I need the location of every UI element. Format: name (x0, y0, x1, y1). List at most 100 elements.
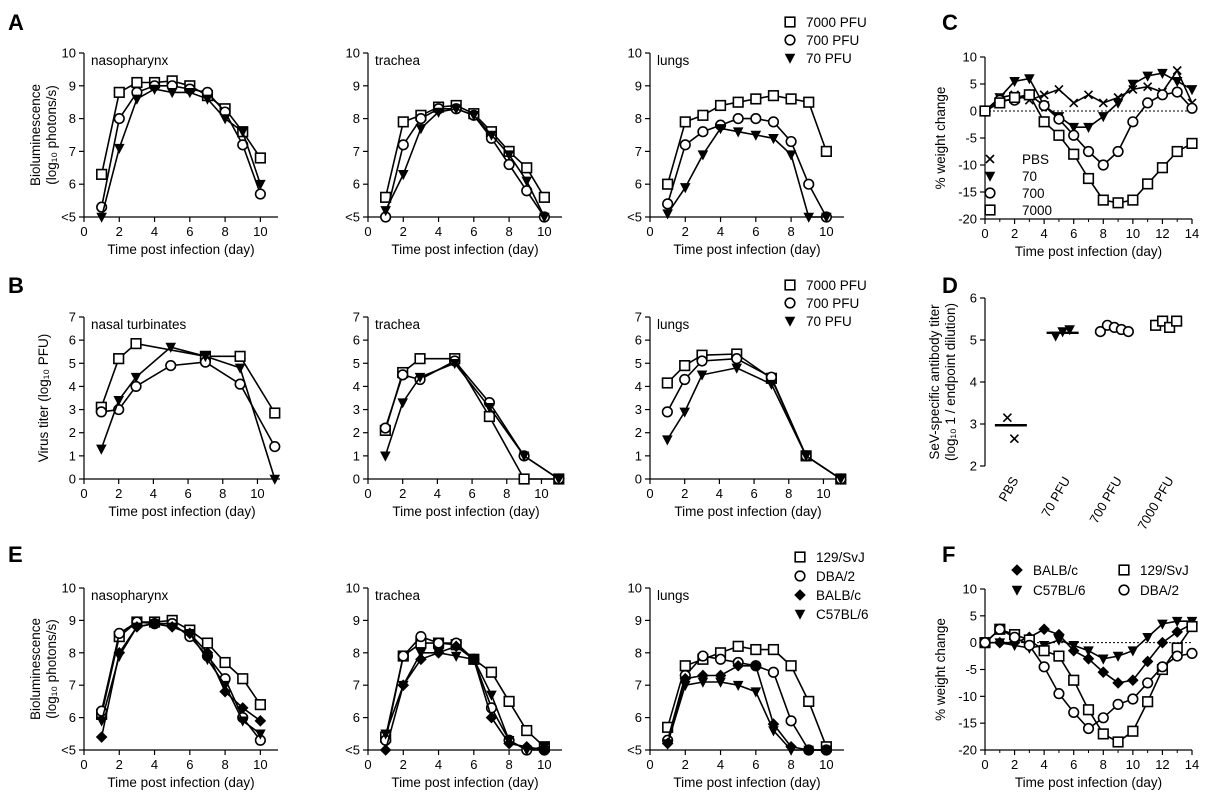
data-point (697, 650, 709, 662)
chart-title: lungs (657, 53, 690, 68)
data-point (1156, 661, 1169, 673)
data-point (1156, 636, 1169, 649)
legend-marker (794, 551, 806, 563)
data-point (1057, 327, 1068, 338)
x-tick-label: 6 (750, 486, 757, 501)
x-tick-label: 6 (752, 224, 759, 239)
data-point (415, 124, 427, 135)
data-point (166, 88, 178, 99)
data-point (1186, 85, 1198, 96)
y-tick-label: 10 (628, 46, 642, 61)
x-tick-label: 2 (681, 486, 688, 501)
series-line (666, 655, 827, 751)
legend-label: 7000 PFU (806, 278, 867, 293)
data-point (1053, 650, 1065, 662)
legend-marker (794, 609, 806, 620)
legend-marker (784, 279, 796, 291)
x-tick-label: 6 (752, 757, 759, 772)
data-point (766, 379, 777, 390)
data-point (184, 629, 196, 640)
data-point (994, 623, 1006, 635)
data-point (1171, 86, 1183, 98)
series-70-pfu (96, 84, 266, 223)
panel-letter-a: A (8, 10, 24, 35)
data-point (979, 637, 991, 649)
x-tick-label: 4 (717, 757, 724, 772)
data-point (1171, 145, 1183, 158)
y-tick-label: 0 (970, 635, 977, 650)
data-point (662, 178, 674, 190)
y-tick-label: 7 (353, 678, 360, 693)
legend-label: PBS (1022, 152, 1049, 167)
y-axis-label: Virus titer (log₁₀ PFU) (36, 334, 51, 462)
y-tick-label: 4 (353, 379, 360, 394)
category-label: 70 PFU (1038, 474, 1073, 520)
data-point (731, 363, 743, 374)
data-point (1097, 712, 1109, 724)
category-label: 700 PFU (1086, 474, 1125, 526)
y-tick-label: 2 (353, 425, 360, 440)
data-point (1186, 102, 1198, 114)
series-70-pfu (380, 104, 550, 223)
legend-label: BALB/c (816, 588, 861, 603)
marker-stroke (1083, 90, 1094, 100)
marker-stroke (1009, 434, 1019, 444)
data-point (1127, 194, 1139, 206)
x-tick-label: 4 (150, 486, 157, 501)
data-point (979, 105, 991, 117)
data-point (767, 90, 780, 102)
data-point (679, 407, 690, 418)
y-tick-label: 6 (69, 177, 76, 192)
data-point (1127, 116, 1139, 128)
data-point (380, 206, 391, 217)
data-point (1112, 197, 1124, 209)
data-point (1038, 645, 1050, 657)
data-point (539, 742, 550, 753)
legend-label: 129/SvJ (816, 550, 865, 565)
marker-stroke (1054, 84, 1064, 94)
data-point (750, 687, 762, 698)
data-point (994, 97, 1006, 109)
data-point (750, 130, 762, 141)
y-tick-label: 5 (69, 356, 76, 371)
data-point (485, 711, 498, 724)
series-line (666, 117, 828, 218)
data-point (785, 660, 797, 672)
x-tick-label: 8 (505, 757, 512, 772)
y-tick-label: 10 (346, 46, 360, 61)
y-tick-label: -10 (958, 158, 977, 173)
legend-label: 7000 PFU (806, 15, 867, 30)
legend-marker (984, 171, 996, 182)
data-point (269, 407, 281, 419)
data-point (202, 654, 213, 666)
legend: PBS 70 700 7000 (984, 152, 1052, 218)
data-point (785, 150, 797, 161)
data-point (234, 363, 246, 374)
data-point (1164, 321, 1176, 334)
y-tick-label: 7 (69, 144, 76, 159)
data-point (1097, 159, 1109, 171)
data-point (131, 622, 143, 633)
data-point (1142, 178, 1154, 190)
x-tick-label: 8 (219, 486, 226, 501)
data-point (449, 358, 461, 370)
series-line (666, 367, 842, 480)
data-point (1127, 674, 1139, 687)
x-tick-label: 0 (80, 757, 87, 772)
y-tick-label: 7 (353, 310, 360, 325)
y-tick-label: <5 (345, 743, 360, 758)
data-point (662, 435, 673, 446)
data-point (96, 716, 107, 727)
data-point (503, 150, 515, 161)
x-tick-label: 8 (1100, 226, 1107, 241)
y-tick-label: 6 (635, 710, 642, 725)
data-point (1053, 635, 1065, 646)
data-point (1050, 331, 1061, 342)
chart-title: lungs (657, 317, 690, 332)
x-tick-label: 10 (1126, 757, 1140, 772)
data-point (165, 360, 177, 372)
y-tick-label: 7 (353, 144, 360, 159)
data-point (1157, 619, 1168, 630)
x-tick-label: 0 (646, 757, 653, 772)
x-tick-label: 4 (434, 486, 441, 501)
